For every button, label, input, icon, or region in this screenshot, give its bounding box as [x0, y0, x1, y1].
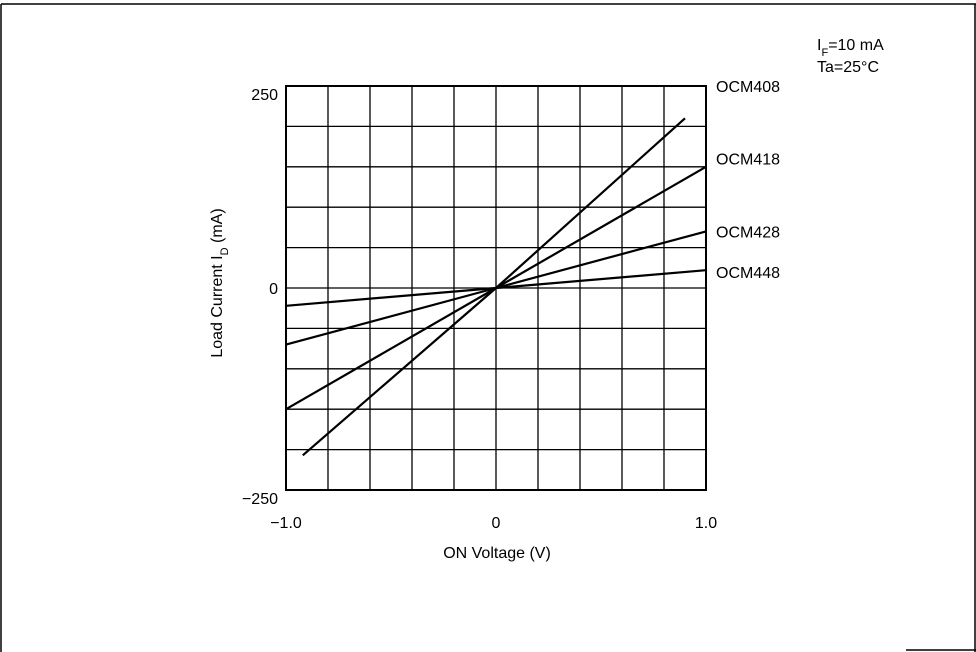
y-tick-label: 0 [269, 281, 278, 298]
series-lines [285, 117, 707, 457]
condition-if-rest: =10 mA [828, 37, 884, 54]
x-tick-labels: −1.0 0 1.0 [270, 515, 717, 532]
x-axis-title: ON Voltage (V) [443, 545, 551, 562]
series-line-ocm448 [285, 269, 707, 307]
series-label-ocm418: OCM418 [716, 152, 780, 169]
condition-forward-current: IF=10 mA [817, 37, 884, 59]
series-label-ocm448: OCM448 [716, 265, 780, 282]
x-tick-label: −1.0 [270, 515, 302, 532]
y-tick-label: 250 [251, 87, 278, 104]
y-tick-label: −250 [242, 491, 278, 508]
figure-border [0, 3, 976, 652]
condition-if-sub: F [821, 47, 828, 59]
condition-if-main: I [817, 37, 821, 54]
y-axis-title-main: Load Current I [209, 255, 226, 357]
x-tick-label: 0 [492, 515, 501, 532]
series-line-ocm408 [302, 117, 686, 457]
series-label-ocm428: OCM428 [716, 224, 780, 241]
y-axis-title-unit: (mA) [209, 208, 226, 247]
x-tick-label: 1.0 [695, 515, 717, 532]
y-axis-title: Load Current ID (mA) [209, 208, 231, 357]
series-labels: OCM408 OCM418 OCM428 OCM448 [716, 79, 780, 282]
series-label-ocm408: OCM408 [716, 79, 780, 96]
y-tick-labels: 250 0 −250 [242, 87, 278, 508]
condition-ambient-temp: Ta=25°C [817, 59, 879, 76]
plot-area-border [285, 85, 707, 491]
y-axis-title-subscript: D [219, 247, 231, 255]
